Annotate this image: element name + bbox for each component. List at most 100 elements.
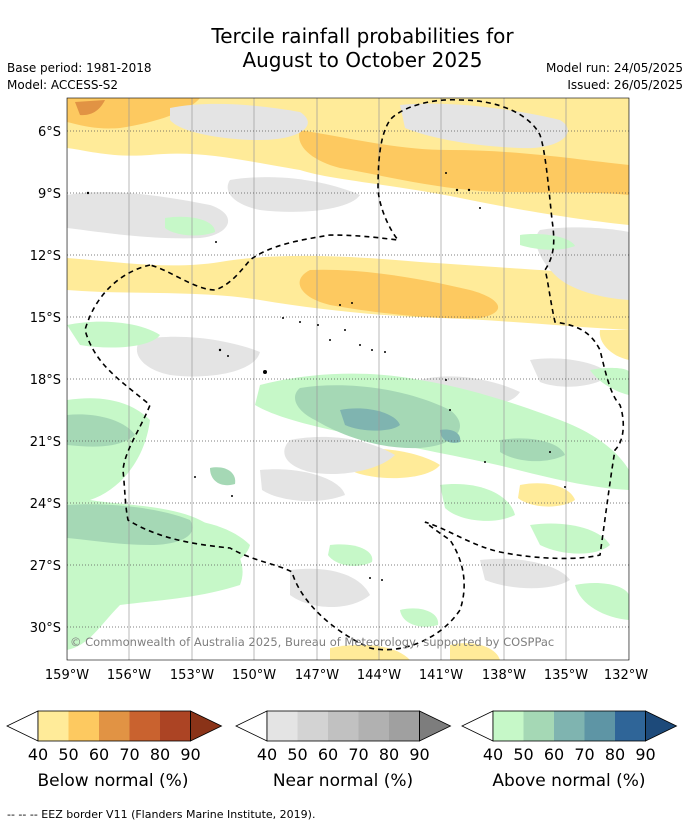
colorbar-tick-label: 50 bbox=[287, 745, 307, 764]
above-normal-region-west-2 bbox=[67, 321, 160, 348]
above-normal-region-south-4 bbox=[575, 583, 629, 620]
lat-label: 12°S bbox=[30, 249, 61, 264]
above-normal-medium-east bbox=[500, 438, 565, 462]
colorbar-tick-label: 70 bbox=[348, 745, 368, 764]
meta-right: Model run: 24/05/2025 Issued: 26/05/2025 bbox=[546, 60, 683, 94]
near-normal-region-12 bbox=[480, 558, 570, 589]
colorbar-max-extension bbox=[190, 710, 223, 742]
map-figure: © Commonwealth of Australia 2025, Bureau… bbox=[6, 97, 678, 764]
above-normal-region-east bbox=[520, 234, 575, 250]
lon-label: 144°W bbox=[357, 668, 401, 683]
below-normal-patch-east bbox=[599, 330, 629, 360]
lat-grid bbox=[67, 130, 629, 628]
meta-left: Base period: 1981-2018 Model: ACCESS-S2 bbox=[7, 60, 152, 94]
colorbar-tick-label: 60 bbox=[89, 745, 109, 764]
near-normal-region-2 bbox=[400, 103, 568, 149]
base-period: Base period: 1981-2018 bbox=[7, 61, 152, 75]
above-normal-medium-small bbox=[210, 467, 236, 486]
colorbar-tick-label: 90 bbox=[409, 745, 429, 764]
near-normal-region-7 bbox=[284, 436, 395, 475]
lon-label: 147°W bbox=[295, 668, 339, 683]
colorbar-segment bbox=[615, 711, 646, 741]
near-normal-region-10 bbox=[530, 358, 610, 387]
colorbar-segment bbox=[328, 711, 359, 741]
eez-footnote: -- -- -- EEZ border V11 (Flanders Marine… bbox=[7, 808, 316, 821]
eez-french-polynesia bbox=[84, 98, 625, 651]
copyright-notice: © Commonwealth of Australia 2025, Bureau… bbox=[70, 635, 554, 649]
colorbar-tick-label: 80 bbox=[379, 745, 399, 764]
near-normal-region-8 bbox=[260, 469, 345, 502]
map-title: Tercile rainfall probabilities for Augus… bbox=[150, 24, 575, 72]
lat-axis: 6°S 9°S 12°S 15°S 18°S 21°S 24°S 27°S 30… bbox=[30, 125, 61, 636]
colorbar-tick-label: 40 bbox=[257, 745, 277, 764]
above-normal-region-south-3 bbox=[328, 544, 373, 566]
colorbar-segment bbox=[297, 711, 328, 741]
colorbar-segment bbox=[160, 711, 191, 741]
map-frame bbox=[66, 97, 630, 661]
colorbar-min-extension bbox=[461, 710, 494, 742]
colorbar-segment bbox=[99, 711, 130, 741]
title-line-2: August to October 2025 bbox=[242, 48, 483, 72]
colorbar-segment bbox=[584, 711, 615, 741]
colorbar-outline bbox=[492, 710, 646, 742]
above-normal-region-south-5 bbox=[400, 608, 439, 627]
colorbar-outline bbox=[266, 710, 420, 742]
below-normal-region-north-strong-2 bbox=[299, 130, 629, 195]
map-area: © Commonwealth of Australia 2025, Bureau… bbox=[67, 98, 629, 660]
colorbar-tick-label: 80 bbox=[605, 745, 625, 764]
colorbar-segment bbox=[493, 711, 524, 741]
colorbar-tick-label: 40 bbox=[483, 745, 503, 764]
above-normal-colorbar: 40 50 60 70 80 90 bbox=[461, 710, 678, 764]
lat-label: 18°S bbox=[30, 373, 61, 388]
colorbar-tick-label: 60 bbox=[544, 745, 564, 764]
lon-label: 141°W bbox=[419, 668, 463, 683]
near-normal-legend-label: Near normal (%) bbox=[272, 771, 414, 791]
colorbar-tick-label: 90 bbox=[635, 745, 655, 764]
lon-label: 159°W bbox=[45, 668, 89, 683]
colorbar-max-extension bbox=[645, 710, 678, 742]
near-normal-region-6 bbox=[136, 336, 260, 377]
near-normal-region-1 bbox=[170, 103, 308, 140]
above-normal-region-south bbox=[440, 484, 515, 521]
below-normal-patch-bottom-2 bbox=[450, 643, 500, 660]
lat-label: 6°S bbox=[38, 125, 61, 140]
above-normal-medium-west bbox=[67, 414, 135, 447]
title-line-1: Tercile rainfall probabilities for bbox=[211, 24, 514, 48]
above-normal-region-far-east bbox=[590, 367, 629, 395]
lat-label: 9°S bbox=[38, 187, 61, 202]
colorbar-max-extension bbox=[419, 710, 452, 742]
colorbar-segment bbox=[389, 711, 420, 741]
model-name: Model: ACCESS-S2 bbox=[7, 78, 119, 92]
above-normal-strong-east bbox=[440, 429, 461, 443]
lon-label: 138°W bbox=[482, 668, 526, 683]
colorbar-segment bbox=[68, 711, 99, 741]
colorbar-tick-label: 80 bbox=[150, 745, 170, 764]
below-normal-region-mid-strong bbox=[299, 269, 499, 319]
colorbar-tick-label: 60 bbox=[318, 745, 338, 764]
below-normal-patch-southeast bbox=[518, 483, 575, 507]
below-normal-legend-label: Below normal (%) bbox=[37, 771, 189, 791]
lat-label: 21°S bbox=[30, 435, 61, 450]
lon-label: 132°W bbox=[604, 668, 648, 683]
below-normal-patch-bottom bbox=[330, 644, 410, 660]
lat-label: 27°S bbox=[30, 559, 61, 574]
model-run: Model run: 24/05/2025 bbox=[545, 61, 683, 75]
colorbar-segment bbox=[358, 711, 389, 741]
above-normal-region-nw bbox=[165, 216, 215, 236]
near-normal-region-4 bbox=[227, 177, 360, 212]
colorbar-tick-label: 50 bbox=[58, 745, 78, 764]
colorbar-segment bbox=[267, 711, 298, 741]
islands bbox=[86, 172, 566, 581]
colorbar-tick-label: 70 bbox=[574, 745, 594, 764]
colorbar-tick-label: 40 bbox=[28, 745, 48, 764]
lon-label: 156°W bbox=[107, 668, 151, 683]
above-normal-strong-central bbox=[340, 408, 400, 431]
lat-label: 15°S bbox=[30, 311, 61, 326]
colorbar-segment bbox=[38, 711, 69, 741]
lat-label: 30°S bbox=[30, 621, 61, 636]
colorbar-min-extension bbox=[6, 710, 39, 742]
colorbar-segment bbox=[523, 711, 554, 741]
colorbar-tick-label: 50 bbox=[513, 745, 533, 764]
lon-label: 135°W bbox=[544, 668, 588, 683]
colorbar-tick-label: 70 bbox=[119, 745, 139, 764]
